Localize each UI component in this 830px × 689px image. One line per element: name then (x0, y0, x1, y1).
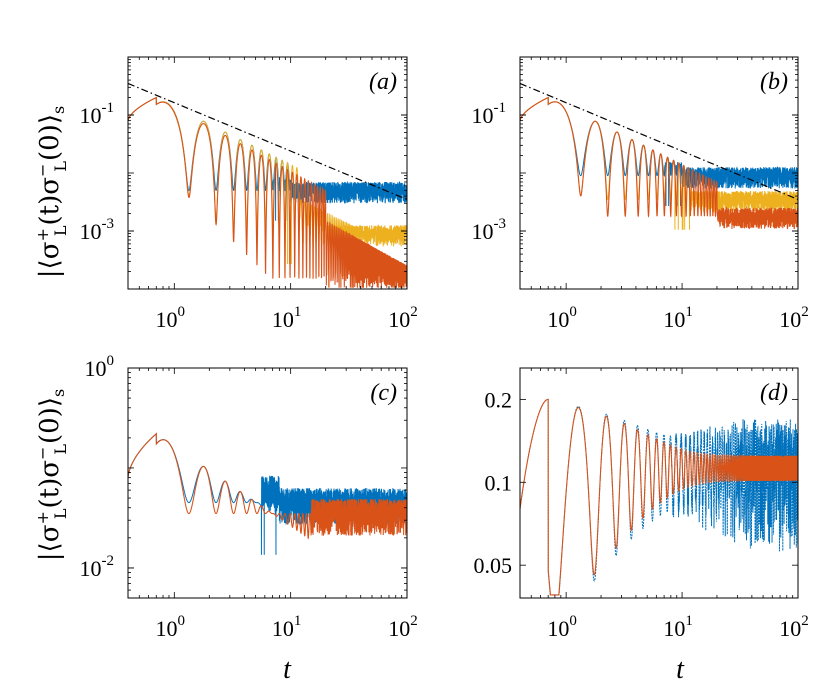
xtick-label: 102 (388, 613, 418, 641)
series-blue (128, 96, 407, 221)
xtick-label: 101 (272, 304, 302, 332)
series-red (128, 432, 407, 540)
series-red (520, 96, 798, 230)
series-red (128, 96, 407, 288)
xtick-label: 100 (547, 613, 577, 641)
series-blue (520, 96, 798, 206)
xtick-label: 100 (156, 613, 186, 641)
svg-text:|⟨σ+L(t)σ−L(0)⟩s: |⟨σ+L(t)σ−L(0)⟩s (33, 389, 70, 561)
panel-3: 100 101 102 0.2 0.1 0.05 (d) (474, 367, 809, 641)
fit-line (128, 82, 407, 200)
svg-text:|⟨σ+L(t)σ−L(0)⟩s: |⟨σ+L(t)σ−L(0)⟩s (33, 106, 70, 278)
panel-label: (c) (370, 380, 397, 406)
xlabel-right: t (676, 654, 685, 685)
series-blue (520, 398, 798, 596)
ytick-label: 10-3 (472, 216, 507, 244)
xlabel-left: t (283, 654, 292, 685)
panel-label: (d) (760, 380, 788, 406)
xtick-label: 101 (663, 613, 693, 641)
ytick-label: 0.1 (485, 470, 513, 495)
fit-line (520, 82, 798, 200)
panel-label: (b) (760, 69, 788, 95)
ytick-label: 10-3 (80, 216, 115, 244)
panel-label: (a) (369, 69, 397, 95)
axes-box (519, 367, 799, 599)
series-red (520, 398, 798, 596)
panel-0: 100 101 102 10-1 10-3 (a) (80, 56, 418, 332)
panel-2: 100 101 102 100 10-2 (c) (80, 353, 418, 641)
panel-1: 100 101 102 10-1 10-3 (b) (472, 56, 809, 332)
series-blue (128, 432, 407, 555)
xtick-label: 102 (779, 304, 809, 332)
xtick-label: 101 (272, 613, 302, 641)
xtick-label: 102 (779, 613, 809, 641)
ytick-label: 10-2 (80, 553, 115, 581)
xtick-label: 102 (388, 304, 418, 332)
ytick-label: 10-1 (472, 100, 507, 128)
ylabel-top: |⟨σ+L(t)σ−L(0)⟩s (33, 106, 70, 278)
xtick-label: 101 (663, 304, 693, 332)
ytick-label: 0.2 (485, 387, 513, 412)
ylabel-bottom: |⟨σ+L(t)σ−L(0)⟩s (33, 389, 70, 561)
axes-box (127, 367, 408, 599)
xtick-label: 100 (547, 304, 577, 332)
xtick-label: 100 (156, 304, 186, 332)
ytick-label: 10-1 (80, 100, 115, 128)
ytick-label: 100 (85, 353, 115, 381)
ytick-label: 0.05 (474, 553, 513, 578)
